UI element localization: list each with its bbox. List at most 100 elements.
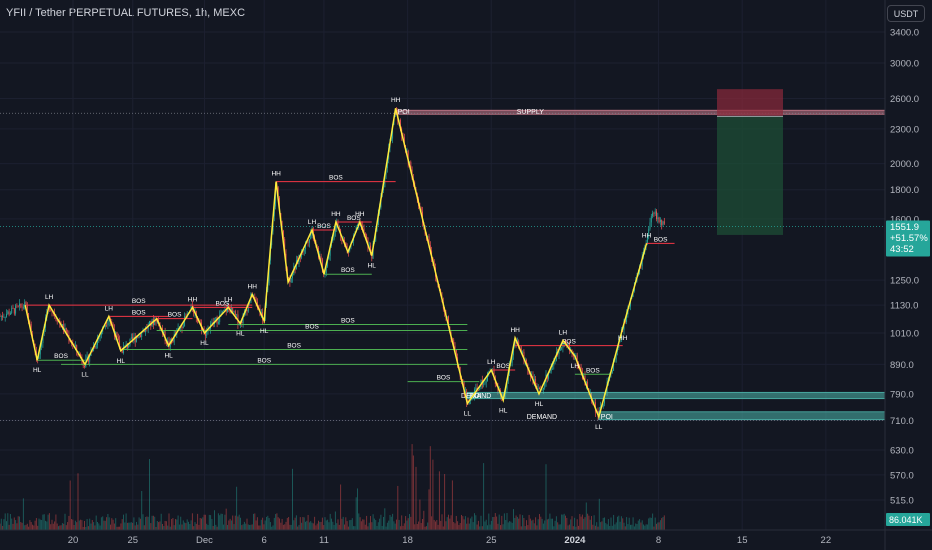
volume-bar: [314, 516, 316, 530]
volume-bar: [133, 517, 135, 530]
volume-bar: [490, 520, 492, 530]
candle: [567, 343, 569, 346]
swing-label: LL: [81, 371, 89, 378]
volume-bar: [25, 524, 27, 530]
volume-bar: [467, 517, 469, 530]
volume-bar: [607, 519, 609, 530]
volume-bar: [26, 523, 28, 530]
volume-bar: [72, 519, 74, 530]
volume-bar: [393, 521, 395, 530]
candle: [526, 360, 527, 365]
volume-bar: [414, 524, 416, 530]
volume-bar: [58, 526, 59, 530]
volume-bar: [472, 522, 474, 530]
volume-bar: [33, 525, 35, 530]
volume-bar: [290, 524, 292, 530]
volume-bar: [94, 525, 96, 530]
volume-bar: [171, 519, 173, 530]
volume-bar: [574, 517, 576, 530]
volume-bar: [17, 516, 19, 530]
candle: [484, 382, 486, 384]
volume-bar: [552, 518, 553, 530]
volume-bar: [275, 514, 277, 530]
volume-bar: [438, 471, 440, 530]
volume-bar: [190, 520, 192, 530]
candle: [282, 230, 284, 239]
candle: [454, 345, 456, 350]
candle: [95, 345, 97, 348]
swing-label: HH: [642, 232, 652, 239]
price-tick-label: 515.0: [890, 496, 914, 507]
volume-bar: [466, 523, 468, 530]
volume-bar: [104, 520, 106, 530]
candle: [572, 354, 574, 357]
volume-bar: [22, 498, 24, 530]
volume-bar: [630, 524, 631, 530]
candle: [104, 325, 106, 327]
candle: [559, 348, 561, 351]
volume-bar: [561, 514, 563, 530]
volume-bar: [341, 518, 343, 530]
candle: [659, 219, 661, 223]
candle: [125, 343, 127, 346]
volume-bar: [662, 516, 664, 530]
volume-bar: [658, 522, 660, 530]
volume-bar: [68, 515, 70, 530]
volume-bar: [220, 513, 222, 530]
volume-bar: [532, 519, 534, 530]
candle: [284, 238, 286, 255]
volume-bar: [219, 515, 221, 530]
candle: [16, 305, 18, 307]
demand-label: DEMAND: [527, 414, 557, 421]
candle: [485, 381, 487, 383]
volume-bar: [164, 520, 166, 530]
volume-bar: [654, 517, 656, 530]
volume-bar: [418, 521, 420, 530]
candle: [136, 337, 137, 342]
candle: [548, 372, 550, 379]
volume-bar: [181, 524, 183, 530]
volume-bar: [197, 513, 199, 530]
currency-button[interactable]: USDT: [887, 5, 925, 22]
swing-label: HL: [368, 263, 377, 270]
candle: [506, 380, 508, 390]
volume-bar: [458, 524, 460, 530]
volume-bar: [242, 524, 244, 530]
volume-bar: [303, 517, 305, 530]
candle: [277, 187, 279, 198]
volume-bar: [191, 513, 193, 530]
volume-bar: [385, 526, 387, 530]
candle: [211, 322, 213, 324]
volume-bar: [568, 524, 570, 530]
last-price-value: 1551.9: [890, 222, 919, 233]
volume-bar: [484, 521, 486, 530]
volume-bar: [394, 523, 396, 530]
volume-bar: [211, 518, 213, 530]
volume-bar: [246, 518, 248, 530]
candle: [39, 346, 41, 355]
candle: [364, 233, 366, 236]
volume-bar: [392, 513, 394, 530]
swing-label: HL: [200, 340, 209, 347]
volume-bar: [562, 514, 564, 530]
volume-bar: [233, 524, 235, 530]
volume-bar: [282, 524, 284, 530]
price-tick-label: 1800.0: [890, 185, 919, 196]
swing-label: HL: [33, 367, 42, 374]
candle: [246, 310, 248, 312]
volume-bar: [425, 526, 427, 530]
candle: [0, 315, 2, 317]
volume-bar: [223, 524, 225, 530]
volume-bar: [77, 473, 79, 530]
candle: [513, 346, 514, 356]
volume-bar: [353, 526, 355, 530]
volume-bar: [124, 522, 126, 530]
volume-bar: [528, 514, 530, 530]
bos-label: BOS: [329, 175, 343, 182]
candle: [206, 331, 208, 336]
candle: [154, 320, 156, 325]
volume-bar: [661, 518, 663, 530]
candle: [568, 343, 570, 350]
volume-bar: [312, 523, 314, 530]
